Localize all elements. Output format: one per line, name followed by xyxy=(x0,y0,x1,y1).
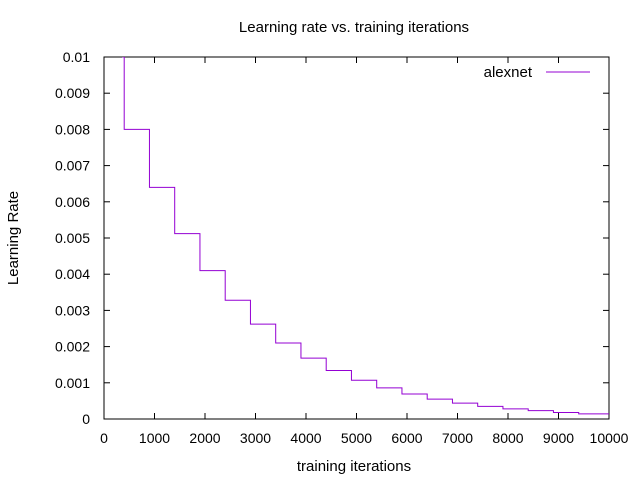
x-tick-label: 10000 xyxy=(590,430,629,446)
y-tick-label: 0.003 xyxy=(55,302,90,318)
y-tick-label: 0 xyxy=(82,411,90,427)
axis-ticks: 0 1000 2000 3000 4000 5000 6000 7000 8000 9000 100… xyxy=(55,49,629,446)
y-tick-label: 0.006 xyxy=(55,194,90,210)
legend: alexnet xyxy=(484,64,590,81)
x-tick-label: 2000 xyxy=(189,430,220,446)
y-tick-label: 0.007 xyxy=(55,158,90,174)
plot-frame xyxy=(103,56,610,420)
x-tick-label: 9000 xyxy=(543,430,574,446)
x-tick-label: 4000 xyxy=(290,430,321,446)
x-tick-label: 1000 xyxy=(139,430,170,446)
x-tick-label: 8000 xyxy=(492,430,523,446)
x-axis-label: training iterations xyxy=(297,458,411,475)
y-tick-label: 0.009 xyxy=(55,85,90,101)
chart-title: Learning rate vs. training iterations xyxy=(239,19,469,36)
y-tick-label: 0.001 xyxy=(55,375,90,391)
y-tick-label: 0.01 xyxy=(63,49,90,65)
y-tick-label: 0.004 xyxy=(55,266,90,282)
x-tick-label: 0 xyxy=(100,430,108,446)
y-tick-label: 0.005 xyxy=(55,230,90,246)
x-tick-label: 7000 xyxy=(442,430,473,446)
legend-label: alexnet xyxy=(484,64,533,81)
y-tick-label: 0.002 xyxy=(55,339,90,355)
y-axis-label: Learning Rate xyxy=(5,191,22,285)
x-tick-label: 6000 xyxy=(391,430,422,446)
series-line-alexnet xyxy=(122,57,609,415)
x-tick-label: 5000 xyxy=(341,430,372,446)
x-tick-label: 3000 xyxy=(240,430,271,446)
series-layer xyxy=(122,57,609,415)
y-tick-label: 0.008 xyxy=(55,121,90,137)
